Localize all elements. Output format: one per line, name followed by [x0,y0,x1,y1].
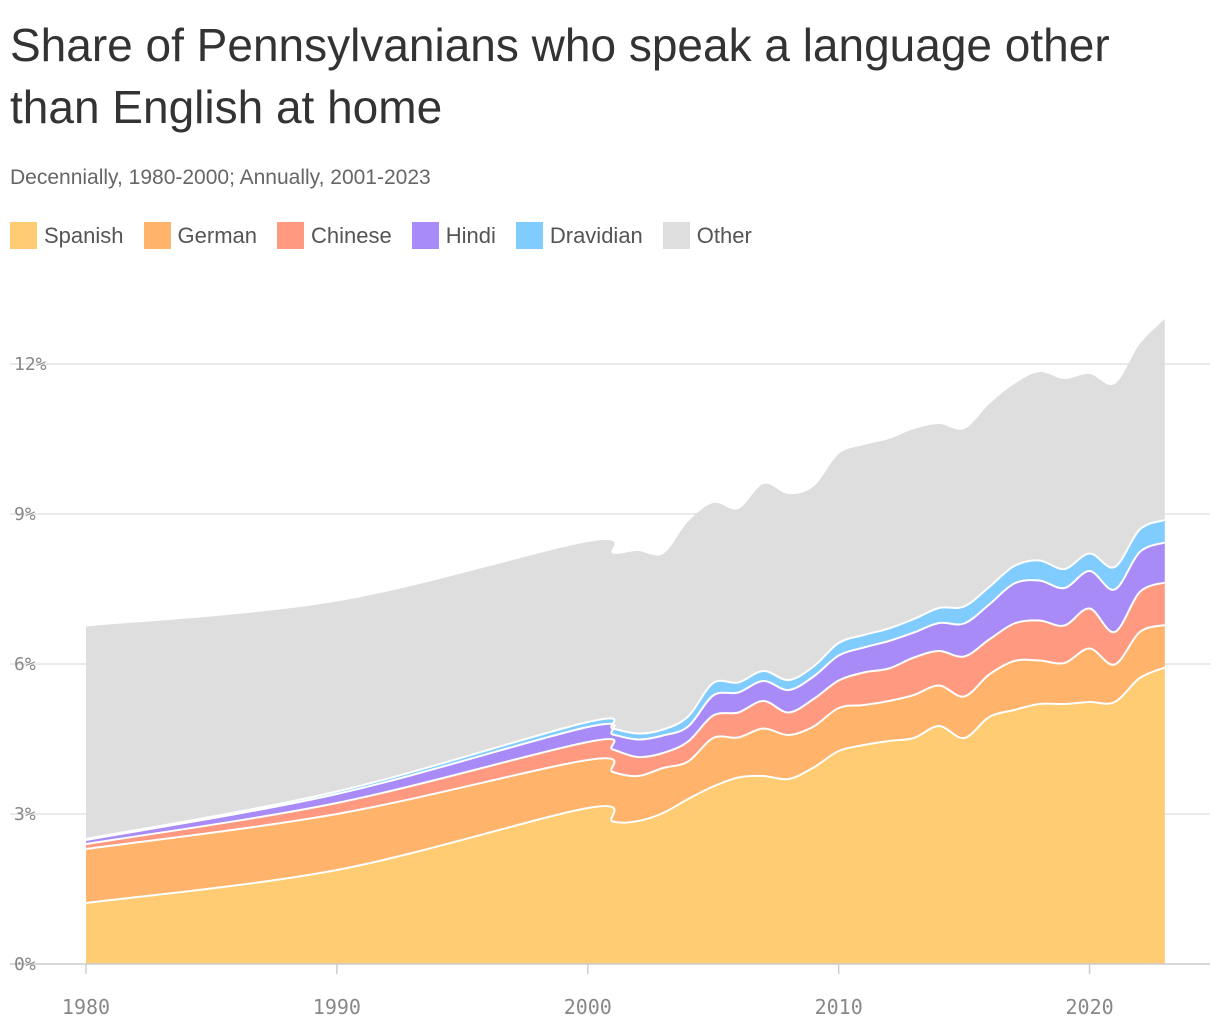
legend-swatch-hindi [411,222,439,249]
legend-label-other: Other [696,222,752,248]
area-layers [85,319,1166,964]
area-other [86,319,1165,839]
boundary-german [85,624,1166,850]
y-tick-label: 3% [14,804,36,825]
y-tick-label: 9% [14,504,36,525]
chart-title: Share of Pennsylvanians who speak a lang… [10,19,1110,133]
y-tick-label: 0% [14,954,36,975]
x-tick-label: 1990 [313,995,361,1019]
boundary-spanish [85,666,1166,904]
legend-item-dravidian: Dravidian [515,222,643,249]
x-tick-label: 2020 [1065,995,1113,1019]
chart-legend: Spanish German Chinese Hindi Dravidian Other [10,222,752,249]
legend-item-hindi: Hindi [411,222,496,249]
chart-subtitle: Decennially, 1980-2000; Annually, 2001-2… [10,166,431,189]
area-german [86,625,1165,903]
legend-swatch-other [662,222,690,249]
legend-swatch-german [143,222,171,249]
legend-label-dravidian: Dravidian [549,222,643,248]
legend-label-hindi: Hindi [445,222,496,248]
axes: 0% 3% 6% 9% 12% 1980 1990 2000 2010 2020 [10,354,1210,1019]
legend-swatch-spanish [10,222,37,249]
boundary-dravidian [85,519,1166,840]
legend-item-german: German [143,222,257,249]
legend-item-chinese: Chinese [277,222,392,249]
boundary-hindi [85,541,1166,841]
legend-item-spanish: Spanish [10,222,124,249]
legend-swatch-dravidian [515,222,543,249]
y-tick-label: 6% [14,654,36,675]
legend-label-chinese: Chinese [311,222,392,248]
boundary-chinese [85,581,1166,845]
legend-swatch-chinese [277,222,304,249]
x-tick-label: 2000 [564,995,612,1019]
area-spanish [86,667,1165,964]
legend-label-spanish: Spanish [44,222,124,248]
legend-label-german: German [177,222,257,248]
x-tick-label: 1980 [62,995,110,1019]
y-tick-label: 12% [14,354,47,375]
legend-item-other: Other [662,222,752,249]
x-tick-label: 2010 [815,995,863,1019]
